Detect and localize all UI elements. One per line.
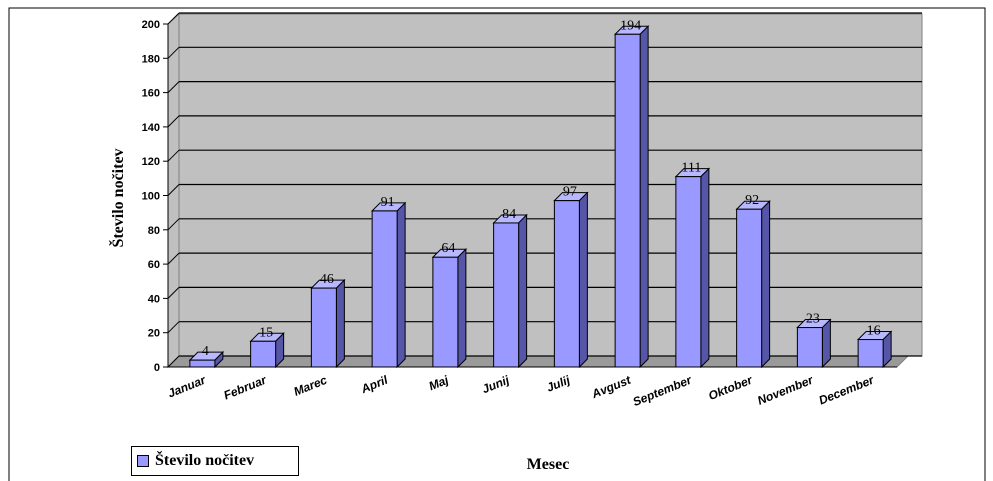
x-tick-label: Marec: [292, 373, 330, 399]
bar-side-face: [578, 191, 588, 369]
gridline-diagonal: [167, 184, 180, 196]
bar-front-face: [553, 200, 580, 368]
bar: [735, 200, 771, 369]
x-tick-label: Oktober: [706, 372, 755, 403]
y-tick-label: 100: [142, 191, 160, 203]
x-axis: Januar Februar Marec April Maj Junij Julij Avgu…: [166, 366, 897, 409]
y-tick-label: 200: [142, 19, 160, 31]
bar-front-face: [614, 33, 641, 368]
x-tick-label: Januar: [166, 372, 209, 400]
bar: [249, 332, 285, 369]
gridline-diagonal: [167, 355, 180, 368]
x-tick-label: Junij: [480, 373, 512, 397]
bar: [856, 330, 893, 369]
x-tick-label: December: [817, 372, 877, 407]
bar: [370, 201, 407, 369]
gridline-diagonal: [167, 115, 180, 128]
bar-side-face: [639, 25, 649, 369]
gridline-diagonal: [167, 287, 180, 299]
gridline-diagonal: [167, 321, 180, 334]
bar: [188, 350, 225, 369]
bar-front-face: [796, 327, 823, 368]
x-tick-label: April: [358, 373, 390, 397]
data-label: 4: [202, 344, 209, 359]
y-tick-label: 180: [142, 53, 160, 65]
bar-front-face: [857, 339, 884, 368]
bar-side-face: [700, 167, 710, 369]
bar: [431, 248, 468, 369]
chart-border: [8, 7, 986, 481]
x-tick-label: Maj: [427, 373, 451, 394]
bar-front-face: [736, 208, 763, 368]
gridline-diagonal: [167, 252, 180, 265]
data-label: 16: [867, 324, 881, 339]
data-labels: 4 15 46 91 64 84 97 194 111 92 23 16: [202, 18, 881, 359]
bar: [674, 167, 711, 369]
bars: [188, 25, 893, 369]
bar-side-face: [396, 201, 406, 369]
y-tick-label: 40: [148, 293, 160, 305]
bar-side-face: [821, 318, 831, 369]
data-label: 194: [620, 18, 641, 33]
y-tick-label: 120: [142, 156, 160, 168]
y-tick-label: 140: [142, 122, 160, 134]
bar-front-face: [371, 210, 398, 368]
y-tick-label: 80: [148, 225, 160, 237]
data-label: 15: [259, 325, 273, 340]
x-tick-label: November: [755, 372, 816, 407]
y-tick-label: 60: [148, 259, 160, 271]
x-tick-label: Avgust: [589, 372, 634, 401]
bar: [613, 25, 650, 369]
data-label: 92: [745, 193, 759, 208]
gridline-diagonal: [167, 149, 180, 162]
legend-label: Število nočitev: [155, 452, 255, 469]
bar-front-face: [493, 222, 520, 368]
gridline-diagonal: [167, 46, 180, 59]
data-label: 91: [381, 195, 395, 210]
x-tick-label: September: [631, 372, 695, 409]
data-label: 23: [806, 312, 820, 327]
y-tick-label: 160: [142, 88, 160, 100]
x-tick-label: Julij: [544, 373, 572, 395]
bar-front-face: [675, 176, 702, 368]
bar: [796, 318, 832, 369]
y-axis: 0 20 40 60 80 100 120 140 160 180 200: [142, 19, 169, 374]
data-label: 84: [502, 207, 516, 222]
data-label: 46: [320, 272, 334, 287]
y-tick-label: 0: [154, 362, 160, 374]
x-tick-label: Februar: [222, 372, 270, 402]
bar: [553, 191, 589, 369]
bar-side-face: [518, 213, 528, 369]
bar-front-face: [310, 287, 337, 368]
data-label: 111: [681, 161, 701, 176]
bar-front-face: [432, 256, 459, 368]
bar-front-face: [189, 359, 216, 368]
gridline-diagonal: [167, 218, 180, 231]
data-label: 97: [563, 185, 577, 200]
bar-side-face: [335, 278, 345, 369]
bar-side-face: [761, 200, 771, 369]
legend-swatch: [137, 455, 149, 467]
bar-front-face: [250, 340, 277, 368]
bar-side-face: [457, 248, 467, 369]
gridline-diagonal: [167, 81, 180, 93]
bar: [310, 278, 346, 369]
data-label: 64: [441, 241, 455, 256]
bar: [492, 213, 528, 369]
legend: Število nočitev: [131, 446, 299, 476]
y-axis-title: Število nočitev: [108, 148, 127, 247]
x-axis-title: Mesec: [527, 456, 570, 473]
y-tick-label: 20: [148, 328, 160, 340]
gridline-diagonal: [167, 12, 180, 25]
